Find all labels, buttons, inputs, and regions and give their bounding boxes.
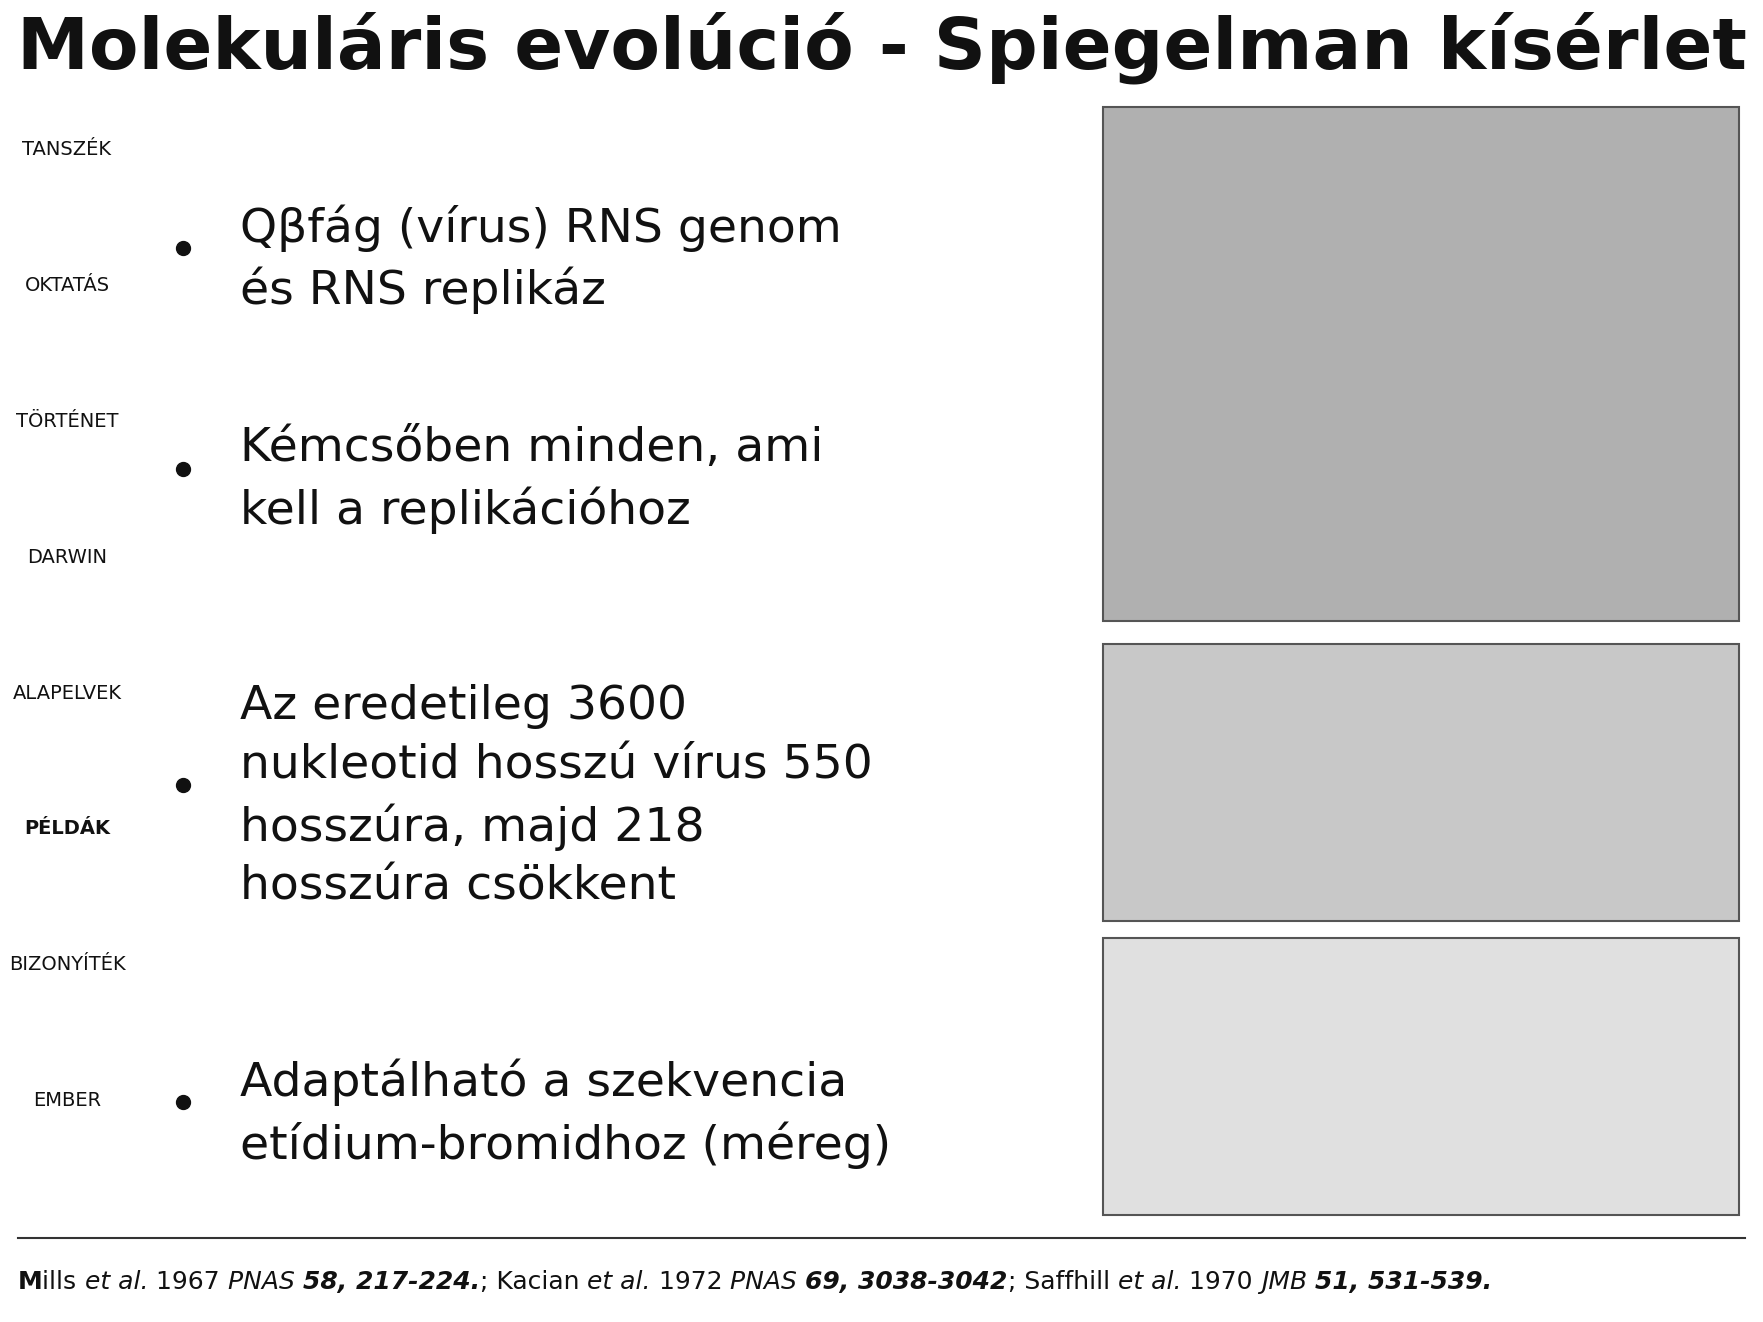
Text: PÉLDÁK: PÉLDÁK: [25, 820, 109, 838]
Text: TÖRTÉNET: TÖRTÉNET: [16, 412, 118, 431]
Text: Az eredetileg 3600
nukleotid hosszú vírus 550
hosszúra, majd 218
hosszúra csökke: Az eredetileg 3600 nukleotid hosszú víru…: [240, 683, 873, 910]
Text: ills: ills: [42, 1270, 85, 1294]
Text: 1972: 1972: [651, 1270, 730, 1294]
Text: M: M: [18, 1270, 42, 1294]
Text: 1970: 1970: [1181, 1270, 1261, 1294]
Text: TANSZÉK: TANSZÉK: [23, 140, 111, 160]
Text: et al.: et al.: [587, 1270, 651, 1294]
Bar: [1104, 939, 1738, 1215]
Bar: [1104, 107, 1738, 621]
Text: et al.: et al.: [85, 1270, 148, 1294]
Text: ; Saffhill: ; Saffhill: [1007, 1270, 1118, 1294]
Text: Qβfág (vírus) RNS genom
és RNS replikáz: Qβfág (vírus) RNS genom és RNS replikáz: [240, 205, 841, 315]
Text: 69, 3038-3042: 69, 3038-3042: [806, 1270, 1007, 1294]
Text: 51, 531-539.: 51, 531-539.: [1315, 1270, 1491, 1294]
Text: 58, 217-224.: 58, 217-224.: [303, 1270, 480, 1294]
Text: EMBER: EMBER: [33, 1091, 100, 1110]
Text: OKTATÁS: OKTATÁS: [25, 276, 109, 295]
Text: ALAPELVEK: ALAPELVEK: [12, 683, 122, 702]
Text: ; Kacian: ; Kacian: [480, 1270, 587, 1294]
Text: et al.: et al.: [1118, 1270, 1181, 1294]
Bar: [1104, 644, 1738, 921]
Text: DARWIN: DARWIN: [26, 547, 108, 567]
Text: PNAS: PNAS: [730, 1270, 806, 1294]
Text: Kémcsőben minden, ami
kell a replikációhoz: Kémcsőben minden, ami kell a replikációh…: [240, 426, 823, 534]
Text: Adaptálható a szekvencia
etídium-bromidhoz (méreg): Adaptálható a szekvencia etídium-bromidh…: [240, 1059, 890, 1169]
Text: JMB: JMB: [1261, 1270, 1315, 1294]
Text: 1967: 1967: [148, 1270, 227, 1294]
Text: Molekuláris evolúció - Spiegelman kísérlet: Molekuláris evolúció - Spiegelman kísérl…: [16, 12, 1747, 83]
Text: PNAS: PNAS: [227, 1270, 303, 1294]
Text: BIZONYÍTÉK: BIZONYÍTÉK: [9, 956, 125, 974]
